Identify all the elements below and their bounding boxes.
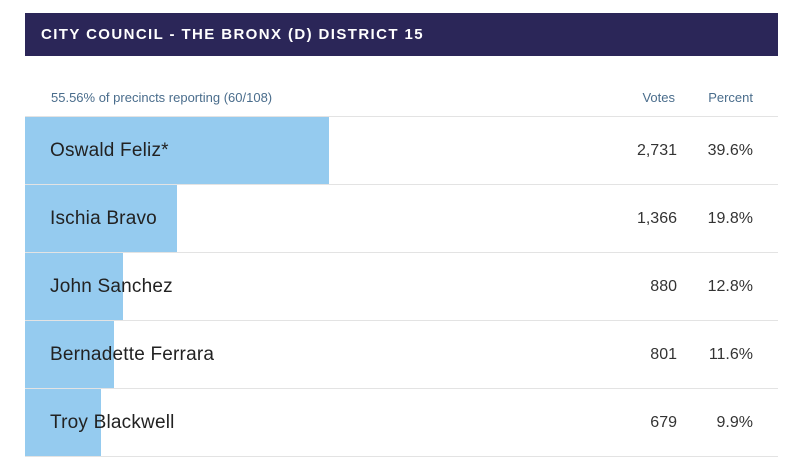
candidate-name: Ischia Bravo bbox=[50, 208, 157, 229]
candidate-percent: 9.9% bbox=[716, 414, 753, 431]
candidate-percent: 12.8% bbox=[707, 278, 753, 295]
vote-share-bar bbox=[25, 117, 329, 184]
vote-share-bar bbox=[25, 321, 114, 388]
vote-share-bar bbox=[25, 389, 101, 456]
race-title: CITY COUNCIL - THE BRONX (D) DISTRICT 15 bbox=[41, 26, 424, 43]
candidate-percent: 19.8% bbox=[707, 210, 753, 227]
candidate-name: Oswald Feliz* bbox=[50, 140, 169, 161]
candidate-name: Bernadette Ferrara bbox=[50, 344, 215, 365]
candidate-votes: 2,731 bbox=[636, 142, 677, 159]
candidate-percent: 11.6% bbox=[708, 346, 753, 363]
candidate-votes: 679 bbox=[650, 414, 677, 431]
candidate-row: Ischia Bravo 1,366 19.8% bbox=[25, 185, 778, 253]
votes-column-label: Votes bbox=[642, 90, 675, 105]
candidate-row: Troy Blackwell 679 9.9% bbox=[25, 389, 778, 457]
candidate-votes: 1,366 bbox=[636, 210, 677, 227]
percent-column-label: Percent bbox=[708, 90, 753, 105]
candidate-votes: 880 bbox=[650, 278, 677, 295]
candidate-name: John Sanchez bbox=[50, 276, 173, 297]
results-column-header: 55.56% of precincts reporting (60/108) V… bbox=[25, 78, 778, 117]
race-header: CITY COUNCIL - THE BRONX (D) DISTRICT 15 bbox=[25, 13, 778, 56]
candidate-name: Troy Blackwell bbox=[50, 412, 175, 433]
vote-share-bar bbox=[25, 185, 177, 252]
candidate-row: Oswald Feliz* 2,731 39.6% bbox=[25, 117, 778, 185]
candidate-percent: 39.6% bbox=[707, 142, 753, 159]
vote-share-bar bbox=[25, 253, 123, 320]
candidate-votes: 801 bbox=[650, 346, 677, 363]
candidate-row: Bernadette Ferrara 801 11.6% bbox=[25, 321, 778, 389]
precincts-reporting: 55.56% of precincts reporting (60/108) bbox=[51, 90, 273, 105]
candidate-row: John Sanchez 880 12.8% bbox=[25, 253, 778, 321]
results-table: 55.56% of precincts reporting (60/108) V… bbox=[25, 78, 778, 457]
